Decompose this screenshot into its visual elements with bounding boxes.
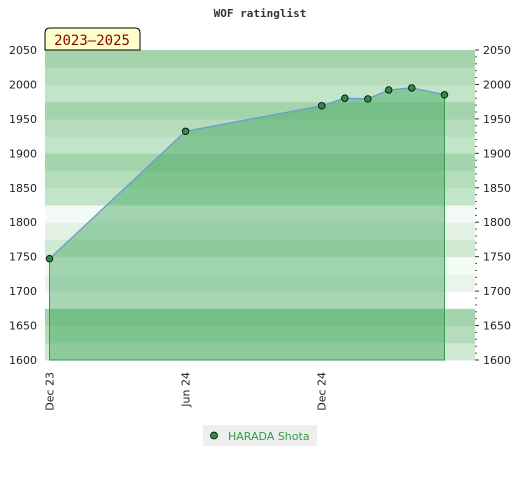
y-tick-label-left: 1650 — [9, 320, 37, 333]
grid-band — [45, 308, 475, 327]
grid-band — [45, 118, 475, 137]
grid-band — [45, 205, 475, 223]
y-tick-label-right: 1750 — [483, 251, 511, 264]
grid-band — [45, 170, 475, 189]
grid-band — [45, 187, 475, 206]
y-axis-left: 1600 1650 1700 1750 1800 1850 1900 1950 2000 2050 — [9, 44, 37, 367]
legend-box — [203, 425, 317, 446]
data-point[interactable] — [181, 127, 190, 135]
y-tick-label-right: 1850 — [483, 182, 511, 195]
y-tick-label-right: 1700 — [483, 285, 511, 298]
legend[interactable]: HARADA Shota — [203, 425, 317, 446]
grid-band — [45, 222, 475, 240]
y-tick-label-left: 1900 — [9, 147, 37, 160]
x-tick-label: Dec 24 — [316, 372, 329, 411]
y-tick-label-left: 1700 — [9, 285, 37, 298]
grid-band — [45, 291, 475, 309]
y-tick-label-right: 1900 — [483, 147, 511, 160]
x-tick-label: Jun 24 — [180, 372, 193, 408]
legend-label: HARADA Shota — [228, 430, 310, 443]
data-point[interactable] — [364, 95, 372, 103]
y-axis-right: 1600 1650 1700 1750 1800 1850 1900 1950 2000 2050 — [475, 44, 511, 367]
y-tick-label-right: 1800 — [483, 216, 511, 229]
rating-markers — [45, 84, 449, 263]
y-tick-label-left: 1850 — [9, 182, 37, 195]
y-tick-label-left: 2050 — [9, 44, 37, 57]
y-tick-label-left: 1600 — [9, 354, 37, 367]
data-point[interactable] — [45, 255, 54, 263]
period-badge: 2023–2025 — [44, 27, 141, 51]
y-tick-label-right: 1650 — [483, 320, 511, 333]
period-badge-text: 2023–2025 — [54, 33, 130, 49]
data-point[interactable] — [318, 102, 326, 110]
grid-band — [45, 256, 475, 275]
y-tick-label-left: 2000 — [9, 78, 37, 91]
grid-band — [45, 101, 475, 120]
y-tick-label-left: 1750 — [9, 251, 37, 264]
x-tick-label: Dec 23 — [43, 372, 56, 411]
grid-band — [45, 273, 475, 292]
chart-title: WOF ratinglist — [214, 7, 307, 20]
data-point[interactable] — [408, 84, 416, 92]
grid-band — [45, 325, 475, 344]
y-tick-label-right: 1950 — [483, 113, 511, 126]
grid-band — [45, 153, 475, 172]
y-tick-label-right: 2050 — [483, 44, 511, 57]
grid-band — [45, 136, 475, 154]
rating-line — [49, 87, 445, 260]
background-bands — [45, 50, 475, 361]
grid-band — [45, 50, 475, 68]
y-tick-label-left: 1950 — [9, 113, 37, 126]
legend-marker-icon — [210, 431, 218, 440]
grid-band — [45, 342, 475, 361]
x-axis: Dec 23 Jun 24 Dec 24 — [43, 372, 328, 411]
data-point[interactable] — [341, 94, 349, 102]
grid-band — [45, 67, 475, 85]
grid-band — [45, 239, 475, 258]
y-tick-label-right: 1600 — [483, 354, 511, 367]
data-point[interactable] — [385, 86, 393, 94]
y-tick-label-right: 2000 — [483, 78, 511, 91]
y-tick-label-left: 1800 — [9, 216, 37, 229]
data-point[interactable] — [440, 91, 449, 99]
